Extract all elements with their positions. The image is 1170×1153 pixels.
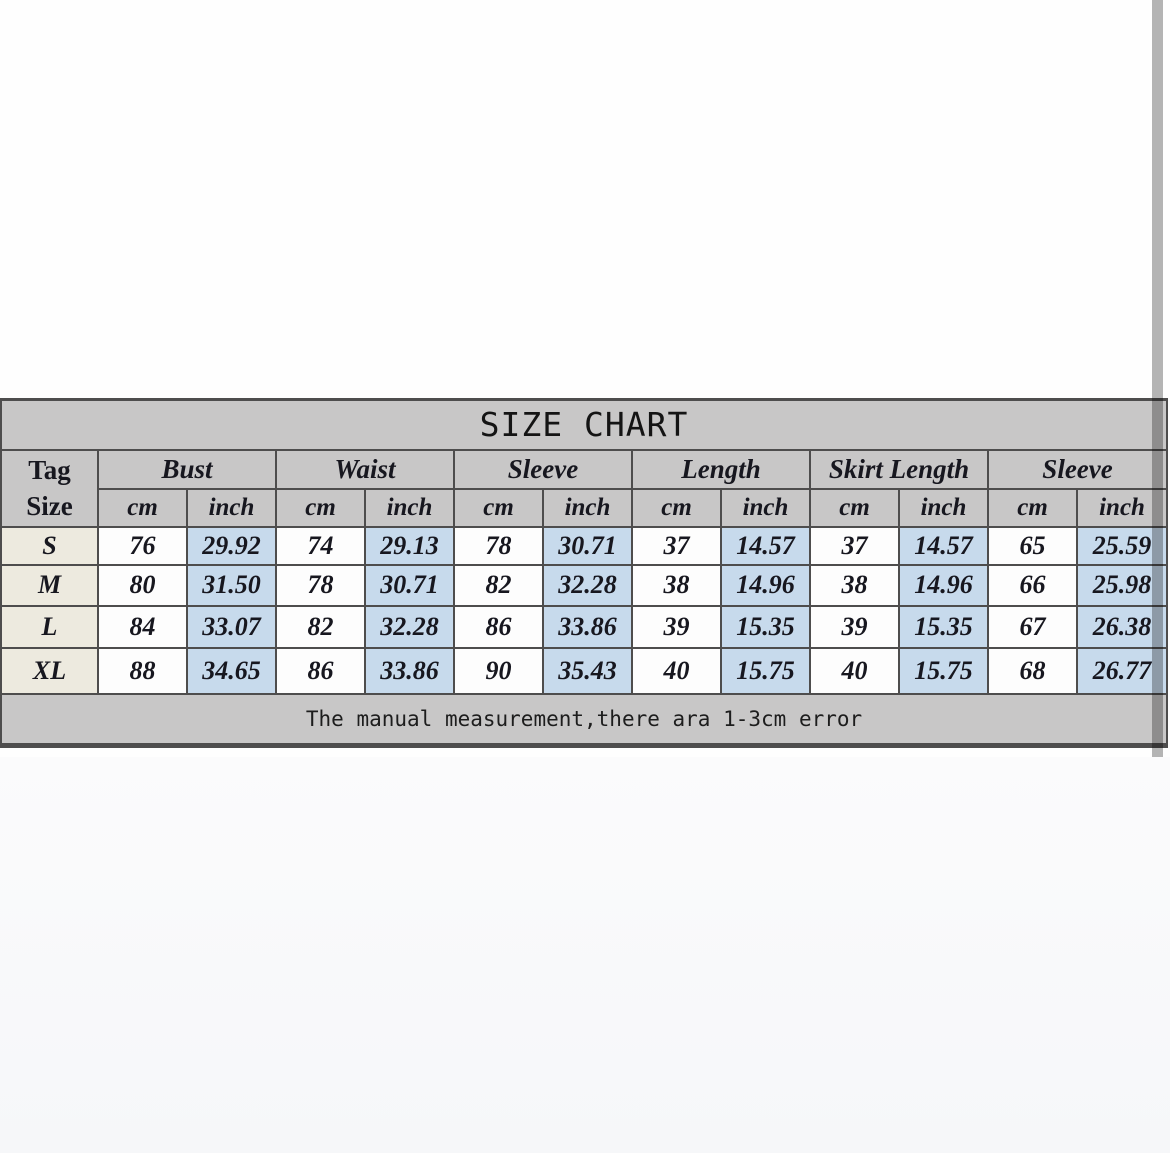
group-header-skirt-length: Skirt Length bbox=[809, 448, 989, 490]
tag-size-value: S bbox=[0, 525, 99, 566]
inch-value: 30.71 bbox=[364, 563, 455, 607]
group-header-waist: Waist bbox=[275, 448, 455, 490]
inch-value: 14.57 bbox=[898, 525, 989, 566]
size-chart-table: SIZE CHART Tag Size Bust Waist Sleeve Le… bbox=[0, 398, 1169, 748]
inch-value: 14.96 bbox=[720, 563, 811, 607]
inch-value: 32.28 bbox=[542, 563, 633, 607]
unit-header-cm: cm bbox=[809, 487, 900, 528]
inch-value: 15.75 bbox=[898, 646, 989, 695]
group-header-length: Length bbox=[631, 448, 811, 490]
cm-value: 39 bbox=[809, 604, 900, 649]
cm-value: 38 bbox=[631, 563, 722, 607]
inch-value: 35.43 bbox=[542, 646, 633, 695]
unit-header-cm: cm bbox=[453, 487, 544, 528]
cm-value: 88 bbox=[97, 646, 188, 695]
size-row-m: M 80 31.50 78 30.71 82 32.28 38 14.96 38 14.96 66 25… bbox=[0, 563, 1169, 607]
inch-value: 15.75 bbox=[720, 646, 811, 695]
inch-value: 33.07 bbox=[186, 604, 277, 649]
tag-size-header-line2: Size bbox=[26, 491, 73, 521]
inch-value: 34.65 bbox=[186, 646, 277, 695]
inch-value: 31.50 bbox=[186, 563, 277, 607]
cm-value: 40 bbox=[809, 646, 900, 695]
group-header-row: Tag Size Bust Waist Sleeve Length Skirt … bbox=[0, 448, 1169, 528]
cm-value: 84 bbox=[97, 604, 188, 649]
page-background-lower bbox=[0, 757, 1170, 1153]
unit-header-inch: inch bbox=[720, 487, 811, 528]
tag-size-value: XL bbox=[0, 646, 99, 695]
inch-value: 26.38 bbox=[1075, 604, 1169, 649]
measurement-footnote: The manual measurement,there ara 1-3cm e… bbox=[0, 692, 1169, 748]
size-rows-body: S 76 29.92 74 29.13 78 30.71 37 14.57 37 14.57 65 25… bbox=[0, 525, 1169, 695]
unit-header-cm: cm bbox=[987, 487, 1078, 528]
size-chart-title-row: SIZE CHART bbox=[0, 398, 1169, 451]
cm-value: 90 bbox=[453, 646, 544, 695]
inch-value: 14.96 bbox=[898, 563, 989, 607]
cm-value: 38 bbox=[809, 563, 900, 607]
inch-value: 25.98 bbox=[1075, 563, 1169, 607]
inch-value: 15.35 bbox=[720, 604, 811, 649]
cm-value: 86 bbox=[275, 646, 366, 695]
cm-value: 76 bbox=[97, 525, 188, 566]
tag-size-value: M bbox=[0, 563, 99, 607]
size-row-s: S 76 29.92 74 29.13 78 30.71 37 14.57 37 14.57 65 25… bbox=[0, 525, 1169, 566]
cm-value: 82 bbox=[453, 563, 544, 607]
cm-value: 78 bbox=[453, 525, 544, 566]
group-header-bust: Bust bbox=[97, 448, 277, 490]
unit-header-cm: cm bbox=[631, 487, 722, 528]
unit-header-cm: cm bbox=[97, 487, 188, 528]
inch-value: 30.71 bbox=[542, 525, 633, 566]
units-header-row: cm inch cm inch cm inch cm inch cm inch cm inch bbox=[1, 487, 1169, 528]
inch-value: 29.13 bbox=[364, 525, 455, 566]
group-header-sleeve-2: Sleeve bbox=[986, 448, 1169, 490]
inch-value: 26.77 bbox=[1075, 646, 1169, 695]
cm-value: 65 bbox=[987, 525, 1078, 566]
size-chart-title: SIZE CHART bbox=[0, 398, 1169, 451]
scrollbar[interactable] bbox=[1152, 0, 1163, 757]
unit-header-inch: inch bbox=[186, 487, 277, 528]
cm-value: 86 bbox=[453, 604, 544, 649]
cm-value: 66 bbox=[987, 563, 1078, 607]
cm-value: 67 bbox=[987, 604, 1078, 649]
inch-value: 33.86 bbox=[542, 604, 633, 649]
cm-value: 40 bbox=[631, 646, 722, 695]
unit-header-inch: inch bbox=[1075, 487, 1169, 528]
inch-value: 14.57 bbox=[720, 525, 811, 566]
cm-value: 37 bbox=[631, 525, 722, 566]
cm-value: 68 bbox=[987, 646, 1078, 695]
cm-value: 78 bbox=[275, 563, 366, 607]
group-header-sleeve: Sleeve bbox=[453, 448, 633, 490]
inch-value: 33.86 bbox=[364, 646, 455, 695]
inch-value: 32.28 bbox=[364, 604, 455, 649]
unit-header-cm: cm bbox=[275, 487, 366, 528]
footnote-row: The manual measurement,there ara 1-3cm e… bbox=[0, 692, 1169, 748]
size-row-xl: XL 88 34.65 86 33.86 90 35.43 40 15.75 40 15.75 68 2… bbox=[0, 646, 1169, 695]
cm-value: 82 bbox=[275, 604, 366, 649]
cm-value: 80 bbox=[97, 563, 188, 607]
cm-value: 74 bbox=[275, 525, 366, 566]
unit-header-inch: inch bbox=[898, 487, 989, 528]
unit-header-inch: inch bbox=[364, 487, 455, 528]
tag-size-header-line1: Tag bbox=[28, 454, 71, 485]
inch-value: 29.92 bbox=[186, 525, 277, 566]
cm-value: 39 bbox=[631, 604, 722, 649]
unit-header-inch: inch bbox=[542, 487, 633, 528]
tag-size-value: L bbox=[0, 604, 99, 649]
size-row-l: L 84 33.07 82 32.28 86 33.86 39 15.35 39 15.35 67 26… bbox=[0, 604, 1169, 649]
cm-value: 37 bbox=[809, 525, 900, 566]
inch-value: 25.59 bbox=[1075, 525, 1169, 566]
tag-size-header: Tag Size bbox=[0, 448, 99, 528]
inch-value: 15.35 bbox=[898, 604, 989, 649]
